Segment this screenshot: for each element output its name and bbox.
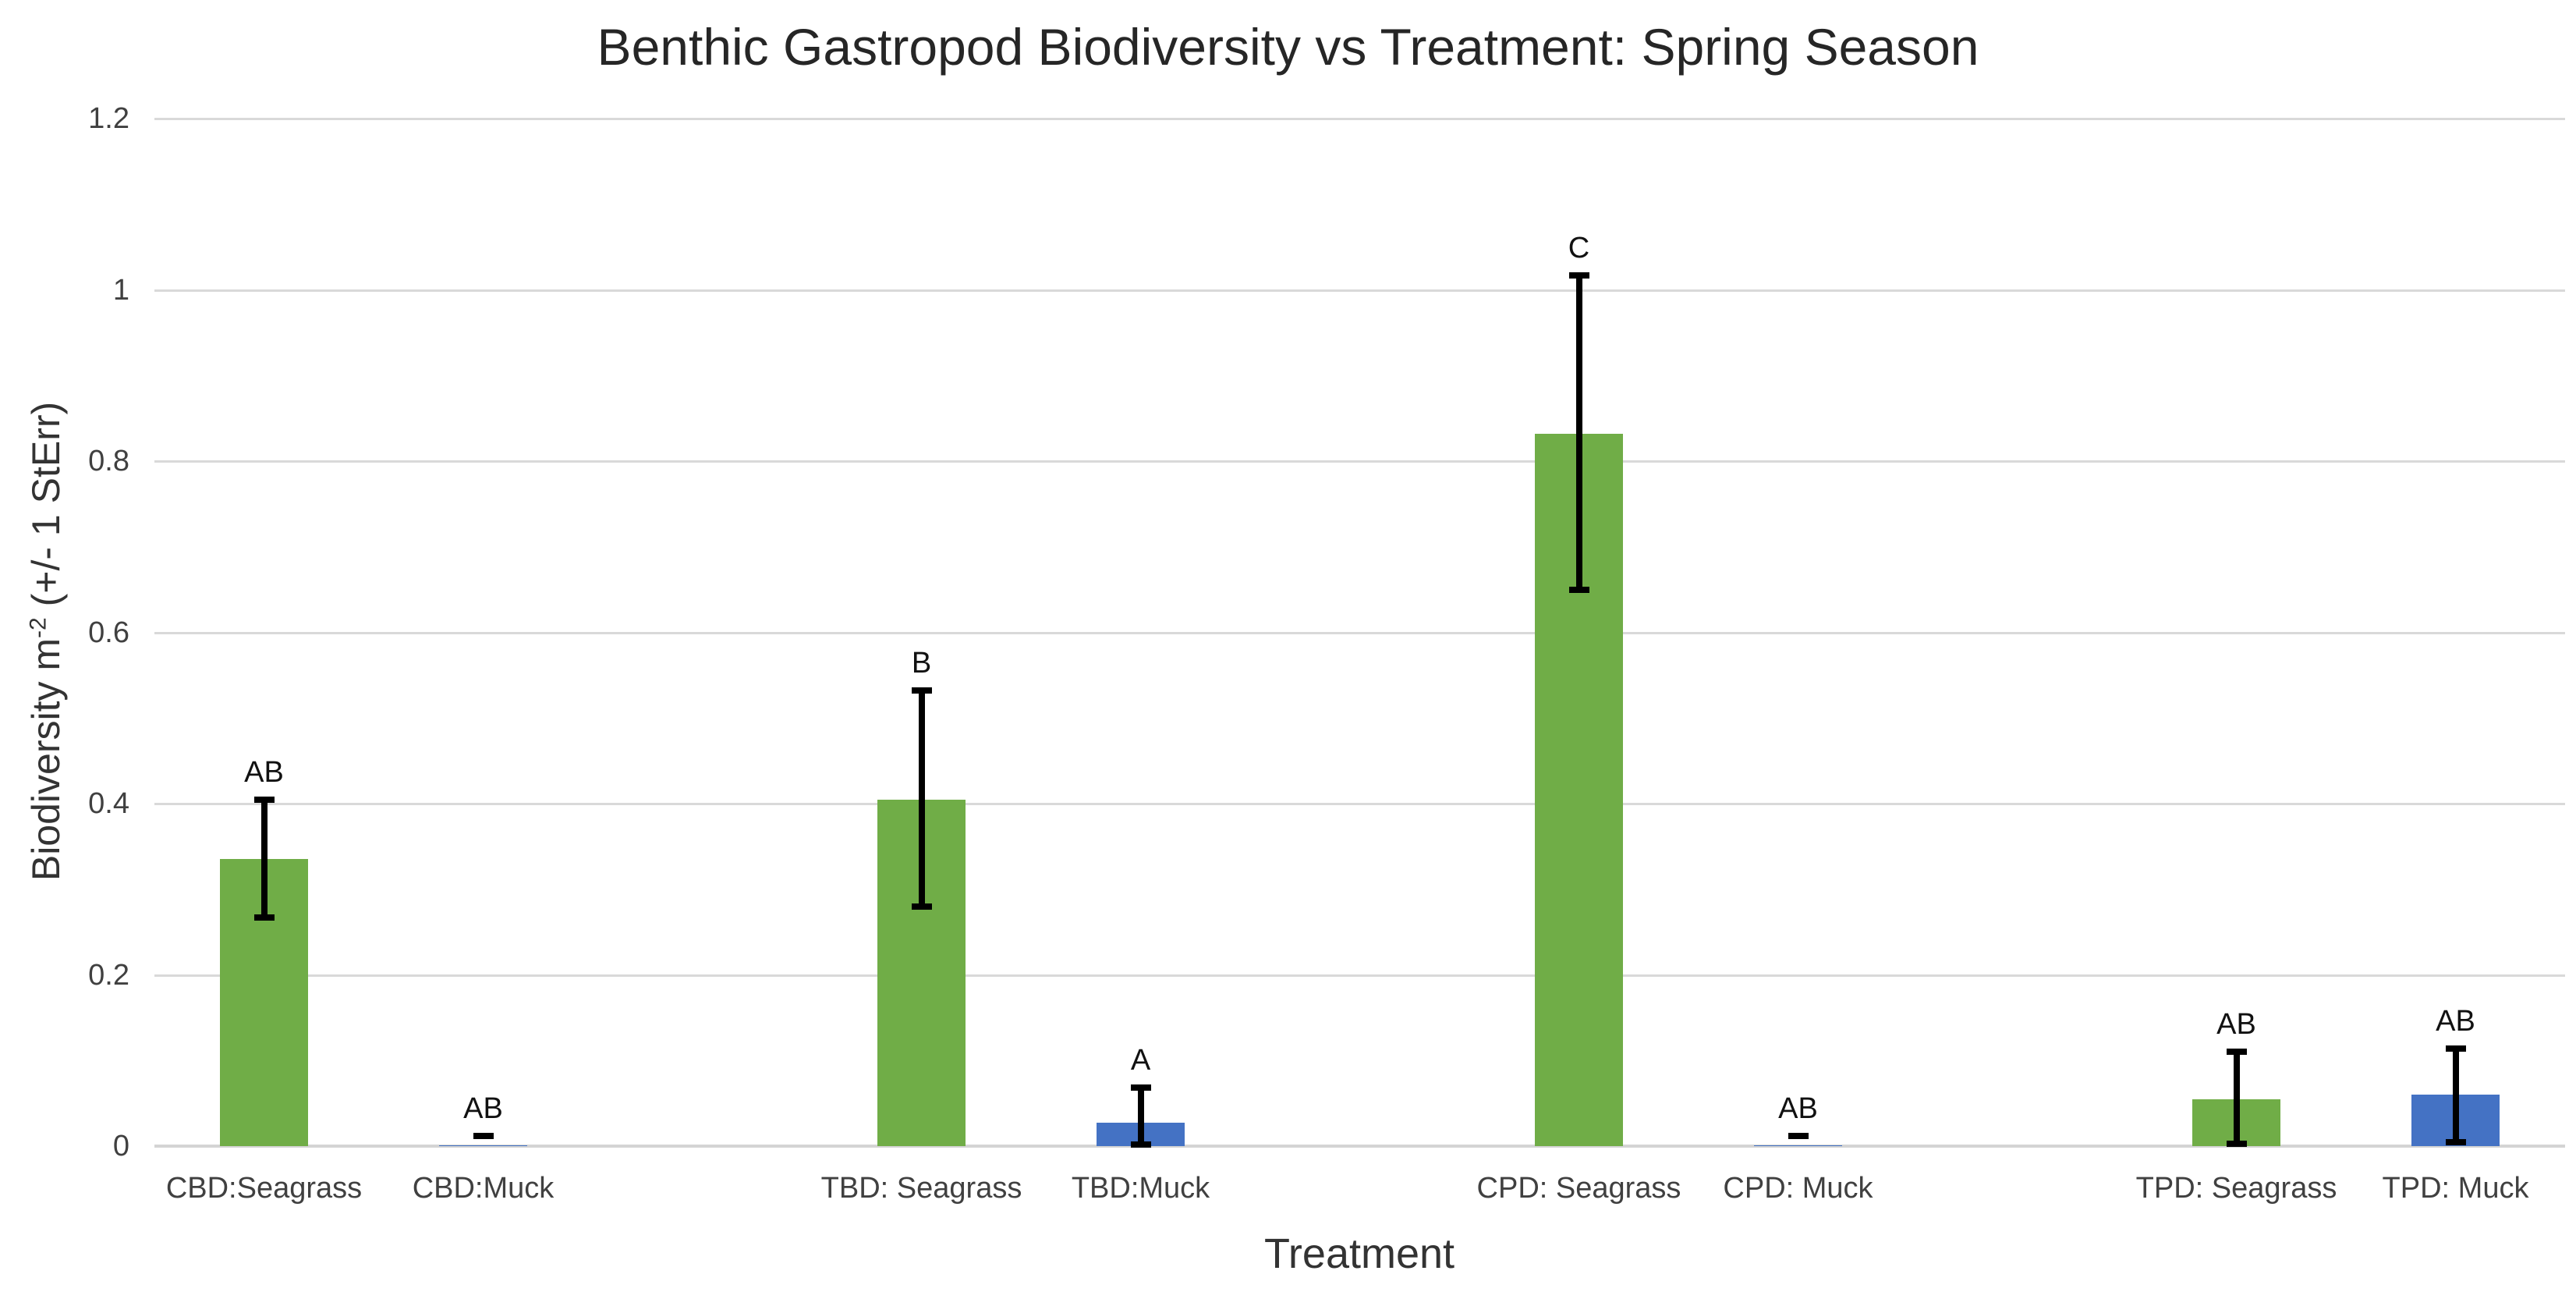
x-axis-line	[154, 1145, 2565, 1148]
significance-letter: AB	[2436, 1004, 2475, 1038]
error-bar-bottom-cap	[1568, 586, 1589, 593]
gridline	[154, 803, 2565, 805]
x-tick-label: CPD: Muck	[1723, 1172, 1873, 1205]
error-bar-top-cap	[911, 687, 932, 694]
error-bar-top-cap	[1568, 272, 1589, 279]
y-tick-label: 0	[112, 1130, 129, 1162]
error-bar-bottom-cap	[2445, 1138, 2466, 1145]
x-tick-label: TPD: Muck	[2382, 1172, 2529, 1205]
error-bar-line	[2452, 1048, 2459, 1142]
gridline	[154, 974, 2565, 977]
error-bar-line	[260, 799, 268, 918]
chart-title: Benthic Gastropod Biodiversity vs Treatm…	[597, 18, 1979, 76]
error-bar-top-cap	[1788, 1132, 1809, 1139]
bar-cbd-muck	[439, 1145, 527, 1146]
significance-letter: C	[1568, 231, 1590, 264]
x-tick-label: CBD:Seagrass	[165, 1172, 363, 1205]
error-bar-bottom-cap	[253, 914, 275, 921]
error-bar-top-cap	[2226, 1049, 2247, 1056]
error-bar-line	[1575, 275, 1582, 590]
x-axis-title: Treatment	[1263, 1230, 1455, 1277]
error-bar-top-cap	[1130, 1084, 1151, 1091]
error-bar-bottom-cap	[2226, 1140, 2247, 1147]
error-bar-top-cap	[253, 796, 275, 803]
gridline	[154, 289, 2565, 292]
y-tick-label: 1	[112, 273, 129, 307]
error-bar-top-cap	[2445, 1045, 2466, 1052]
y-axis-title-prefix: Biodiversity m	[24, 637, 68, 882]
gridline	[154, 118, 2565, 120]
y-tick-label: 0.6	[88, 616, 129, 649]
x-tick-label: TBD:Muck	[1071, 1172, 1210, 1205]
x-tick-label: CPD: Seagrass	[1476, 1172, 1681, 1205]
significance-letter: AB	[244, 755, 284, 789]
bar-cpd-muck	[1754, 1145, 1842, 1146]
y-tick-label: 0.2	[88, 958, 129, 992]
error-bar-line	[918, 690, 925, 907]
y-axis-title-suffix: (+/- 1 StErr)	[24, 401, 68, 618]
error-bar-line	[2233, 1052, 2240, 1144]
x-tick-label: CBD:Muck	[412, 1172, 555, 1205]
significance-letter: AB	[463, 1091, 503, 1125]
significance-letter: A	[1130, 1044, 1151, 1077]
x-tick-label: TBD: Seagrass	[820, 1172, 1022, 1205]
x-tick-label: TPD: Seagrass	[2135, 1172, 2337, 1205]
y-tick-label: 1.2	[88, 102, 129, 135]
significance-letter: B	[911, 647, 932, 680]
gridline	[154, 460, 2565, 463]
error-bar-bottom-cap	[911, 903, 932, 910]
significance-letter: AB	[1778, 1091, 1818, 1125]
error-bar-bottom-cap	[1130, 1141, 1151, 1148]
y-tick-label: 0.8	[88, 445, 129, 477]
significance-letter: AB	[2216, 1008, 2256, 1042]
error-bar-line	[1137, 1088, 1144, 1145]
y-tick-label: 0.4	[88, 787, 129, 820]
gridline	[154, 631, 2565, 634]
error-bar-top-cap	[473, 1132, 494, 1139]
